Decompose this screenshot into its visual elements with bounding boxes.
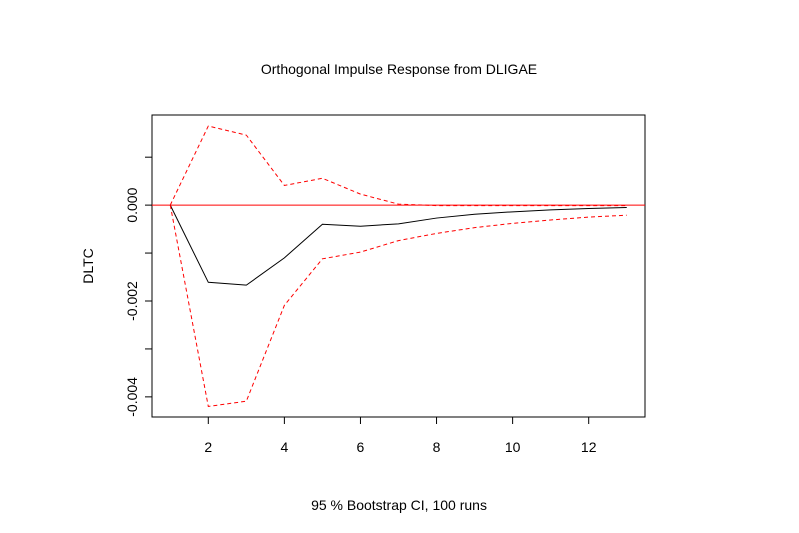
y-axis-label: DLTC [80, 248, 96, 284]
upper-ci-line [169, 125, 627, 207]
x-tick-label: 12 [581, 439, 597, 455]
x-tick-label: 6 [357, 439, 365, 455]
x-tick-label: 4 [280, 439, 288, 455]
y-tick-label: 0.000 [124, 187, 140, 222]
x-tick-label: 2 [204, 439, 212, 455]
x-axis-label: 95 % Bootstrap CI, 100 runs [311, 497, 487, 513]
lower-ci-line [169, 205, 627, 408]
response-line [169, 204, 627, 286]
plot-area: 2 4 6 8 10 12 -0.004 -0.002 0.000 [124, 114, 646, 455]
y-tick-label: -0.002 [124, 281, 140, 321]
plot-frame [151, 114, 646, 418]
x-tick-label: 8 [433, 439, 441, 455]
chart-title: Orthogonal Impulse Response from DLIGAE [261, 61, 537, 77]
y-tick-label: -0.004 [124, 377, 140, 417]
x-tick-label: 10 [505, 439, 521, 455]
